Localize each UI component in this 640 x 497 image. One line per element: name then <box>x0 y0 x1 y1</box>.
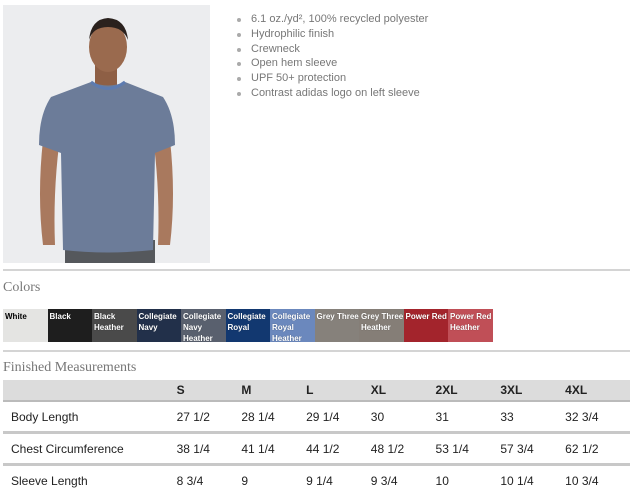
color-swatch[interactable]: Collegiate Royal <box>225 309 270 342</box>
measurements-heading: Finished Measurements <box>3 360 137 375</box>
divider <box>3 269 630 271</box>
table-row: Chest Circumference 38 1/4 41 1/4 44 1/2 48 … <box>3 432 630 466</box>
measurement-cell: 28 1/4 <box>241 401 307 434</box>
size-header: L <box>306 380 371 402</box>
feature-item: Contrast adidas logo on left sleeve <box>236 86 428 101</box>
measurement-cell: 9 <box>241 473 249 488</box>
feature-list: 6.1 oz./yd², 100% recycled polyester Hyd… <box>236 12 428 101</box>
measurement-cell: 57 3/4 <box>500 432 566 466</box>
measurement-cell: 27 1/2 <box>176 401 242 434</box>
table-row: Body Length 27 1/2 28 1/4 29 1/4 30 31 33 32 3/… <box>3 401 630 434</box>
measurement-cell: 48 1/2 <box>370 432 436 466</box>
measurement-cell: 10 3/4 <box>565 473 599 488</box>
row-label: Sleeve Length <box>11 473 88 488</box>
size-header: XL <box>370 380 436 402</box>
header-blank <box>3 380 177 402</box>
color-swatch[interactable]: White <box>3 309 48 342</box>
color-swatch[interactable]: Black <box>47 309 92 342</box>
feature-item: Open hem sleeve <box>236 56 428 71</box>
table-header-row: S M L XL 2XL 3XL 4XL <box>3 380 630 402</box>
size-header: 4XL <box>565 380 630 402</box>
measurements-table: S M L XL 2XL 3XL 4XL Body Length 27 1/2 28… <box>3 380 630 495</box>
color-swatch[interactable]: Power Red Heather <box>448 309 493 342</box>
measurement-cell: 8 3/4 <box>176 473 204 488</box>
size-header: 3XL <box>500 380 566 402</box>
color-swatch[interactable]: Power Red <box>403 309 448 342</box>
color-swatches: White Black Black Heather Collegiate Navy Co… <box>3 309 493 343</box>
measurement-cell: 53 1/4 <box>435 432 501 466</box>
row-label: Body Length <box>3 401 177 434</box>
measurement-cell: 10 <box>435 473 449 488</box>
colors-heading: Colors <box>3 280 41 295</box>
measurement-cell: 9 3/4 <box>370 473 398 488</box>
measurement-cell: 62 1/2 <box>565 432 630 466</box>
color-swatch[interactable]: Grey Three <box>314 309 359 342</box>
color-swatch[interactable]: Collegiate Navy <box>136 309 181 342</box>
measurement-cell: 10 1/4 <box>500 473 534 488</box>
size-header: M <box>241 380 307 402</box>
table-row: Sleeve Length 8 3/4 9 9 1/4 9 3/4 10 10 1/4 10 … <box>3 465 630 496</box>
measurement-cell: 30 <box>370 401 436 434</box>
measurement-cell: 31 <box>435 401 501 434</box>
row-label: Chest Circumference <box>3 432 177 466</box>
measurement-cell: 29 1/4 <box>306 401 371 434</box>
color-swatch[interactable]: Collegiate Royal Heather <box>270 309 315 343</box>
feature-item: Hydrophilic finish <box>236 27 428 42</box>
measurement-cell: 41 1/4 <box>241 432 307 466</box>
size-header: 2XL <box>435 380 501 402</box>
measurement-cell: 44 1/2 <box>306 432 371 466</box>
color-swatch[interactable]: Grey Three Heather <box>359 309 404 342</box>
color-swatch[interactable]: Collegiate Navy Heather <box>181 309 226 343</box>
feature-item: 6.1 oz./yd², 100% recycled polyester <box>236 12 428 27</box>
divider <box>3 350 630 352</box>
measurement-cell: 38 1/4 <box>176 432 242 466</box>
measurement-cell: 33 <box>500 401 566 434</box>
feature-item: UPF 50+ protection <box>236 71 428 86</box>
size-header: S <box>176 380 242 402</box>
color-swatch[interactable]: Black Heather <box>92 309 137 342</box>
measurement-cell: 32 3/4 <box>565 401 630 434</box>
measurement-cell: 9 1/4 <box>306 473 333 488</box>
product-photo <box>3 5 210 263</box>
feature-item: Crewneck <box>236 42 428 57</box>
